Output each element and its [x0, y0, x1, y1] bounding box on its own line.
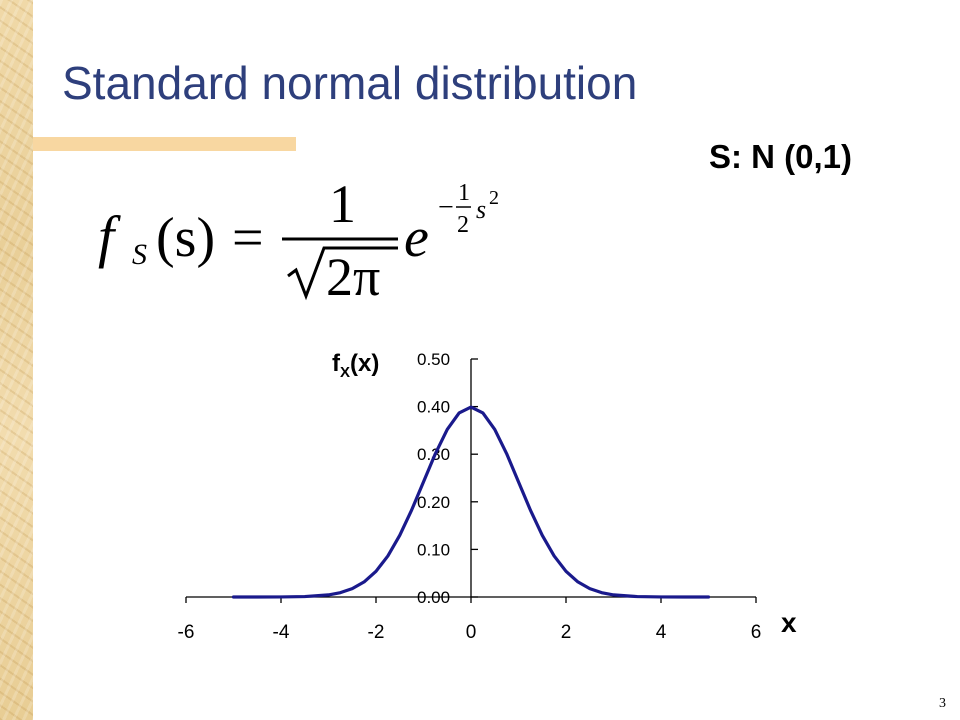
distribution-label: S: N (0,1): [709, 138, 853, 175]
x-axis-label: x: [781, 607, 797, 638]
x-tick-label: -2: [368, 622, 385, 643]
x-tick-label: -4: [273, 622, 290, 643]
formula-subscript-s: S: [132, 238, 147, 271]
formula-argument: (s): [156, 207, 215, 269]
formula-equals: =: [232, 207, 264, 269]
sqrt-radical: [287, 246, 398, 301]
x-tick-label: 6: [751, 622, 762, 643]
exponent-variable: s: [476, 195, 486, 224]
pdf-formula: f S (s) = 1 2π e − 1 2 s 2: [98, 176, 499, 307]
x-tick-label: -6: [178, 622, 195, 643]
exponent-numerator: 1: [458, 180, 470, 206]
normal-pdf-curve: [231, 405, 711, 599]
y-axis-label-main: f: [332, 350, 341, 377]
y-tick-label: 0.20: [417, 493, 450, 512]
page-number: 3: [939, 696, 946, 711]
formula-numerator: 1: [329, 176, 356, 234]
decorative-left-strip: [0, 0, 33, 720]
x-tick-label: 0: [466, 622, 477, 643]
series-layer: [231, 405, 711, 599]
title-accent-bar: [33, 137, 296, 151]
x-tick-label: 2: [561, 622, 572, 643]
formula-base-e: e: [404, 207, 429, 269]
x-axis: -6 -4 -2 0 2 4 6: [178, 596, 762, 643]
slide-title: Standard normal distribution: [62, 57, 638, 109]
exponent-power: 2: [489, 187, 499, 209]
y-tick-label: 0.00: [417, 588, 450, 607]
y-tick-label: 0.40: [417, 398, 450, 417]
x-tick-label: 4: [656, 622, 667, 643]
y-tick-label: 0.50: [417, 350, 450, 369]
y-axis-label-subscript: X: [340, 364, 350, 381]
y-tick-label: 0.10: [417, 540, 450, 559]
y-axis-label: fX(x): [332, 350, 379, 381]
exponent-minus: −: [438, 192, 454, 223]
formula-denominator: 2π: [326, 247, 380, 307]
y-axis-label-tail: (x): [350, 350, 379, 377]
y-axis: 0.000.100.200.300.400.50: [417, 350, 478, 607]
exponent-denominator: 2: [457, 212, 469, 238]
